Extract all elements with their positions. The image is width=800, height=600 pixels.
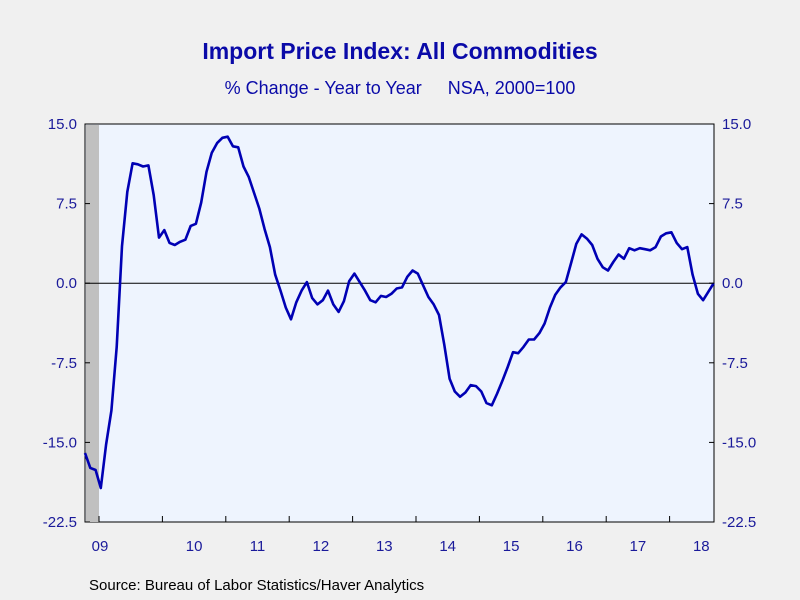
y-tick-label-right: 0.0 xyxy=(722,275,743,292)
x-tick-label: 11 xyxy=(250,538,266,555)
y-tick-label-left: -22.5 xyxy=(43,514,77,531)
x-tick-label: 16 xyxy=(566,538,583,555)
y-tick-label-right: -22.5 xyxy=(722,514,756,531)
chart-title: Import Price Index: All Commodities xyxy=(202,38,598,64)
recession-shading xyxy=(86,125,99,522)
y-tick-label-right: -15.0 xyxy=(722,434,756,451)
y-tick-label-left: 7.5 xyxy=(56,196,77,213)
plot-area xyxy=(84,123,715,523)
y-tick-label-left: -15.0 xyxy=(43,434,77,451)
x-tick-label: 18 xyxy=(693,538,710,555)
x-tick-label: 15 xyxy=(503,538,520,555)
y-tick-label-left: 0.0 xyxy=(56,275,77,292)
x-tick-label: 10 xyxy=(186,538,203,555)
chart-source: Source: Bureau of Labor Statistics/Haver… xyxy=(89,577,425,594)
y-tick-label-left: -7.5 xyxy=(51,355,77,372)
chart-subtitle: % Change - Year to Year NSA, 2000=100 xyxy=(0,78,800,99)
subtitle-right: NSA, 2000=100 xyxy=(447,78,576,98)
y-tick-label-right: -7.5 xyxy=(722,355,748,372)
y-tick-label-left: 15.0 xyxy=(48,116,77,133)
x-tick-label: 14 xyxy=(439,538,456,555)
x-tick-label: 09 xyxy=(92,538,109,555)
series-line xyxy=(83,135,715,490)
y-tick-label-right: 7.5 xyxy=(722,196,743,213)
y-tick-label-right: 15.0 xyxy=(722,116,751,133)
subtitle-left: % Change - Year to Year xyxy=(224,78,422,98)
x-tick-label: 17 xyxy=(630,538,647,555)
x-tick-label: 13 xyxy=(376,538,393,555)
x-tick-label: 12 xyxy=(313,538,330,555)
